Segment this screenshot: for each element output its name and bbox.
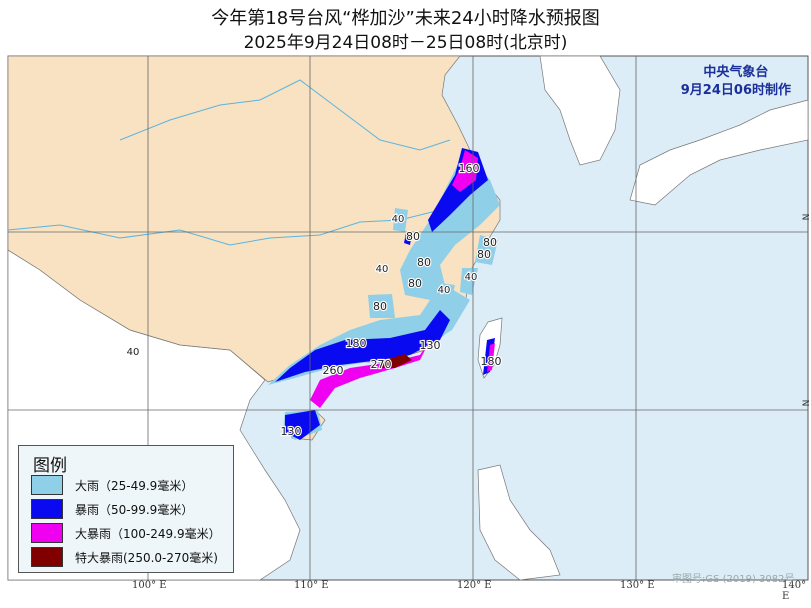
agency-stamp: 中央气象台 9月24日06时制作 [681, 64, 791, 100]
legend-label: 特大暴雨(250.0-270毫米) [75, 550, 218, 565]
issue-time: 9月24日06时制作 [680, 83, 791, 98]
rain-extreme-rainstorm-area [452, 150, 478, 192]
legend-swatch [31, 547, 63, 567]
rain-heavy-area [475, 235, 498, 265]
korea-land [539, 55, 621, 166]
lat-label-20n: N [799, 399, 810, 407]
rainfall-value-label: 270 [371, 358, 392, 371]
lat-label-30n: N [799, 213, 810, 221]
rain-heavy-area [432, 282, 455, 298]
rainfall-value-label: 180 [346, 337, 367, 350]
rain-extreme-rainstorm-area [487, 343, 495, 372]
rain-heavy-area [393, 208, 408, 232]
rain-heavy-area [460, 268, 478, 295]
agency-name: 中央气象台 [703, 65, 769, 80]
rainfall-value-label: 80 [373, 300, 387, 313]
approval-number: 审图号:GS (2019) 3082号 [672, 574, 795, 585]
rain-rainstorm-area [404, 233, 412, 245]
rainfall-value-label: 160 [459, 162, 480, 175]
rain-rainstorm-area [285, 410, 320, 440]
legend-swatch [31, 523, 63, 543]
rain-rainstorm-area [275, 310, 450, 382]
legend-swatch [31, 499, 63, 519]
rainfall-value-label: 130 [420, 339, 441, 352]
rainfall-value-label: 40 [376, 264, 389, 275]
legend-item-extreme-rainstorm: 特大暴雨(250.0-270毫米) [31, 546, 218, 568]
rainfall-value-label: 180 [481, 355, 502, 368]
graticule [8, 56, 808, 580]
rainfall-value-label: 80 [408, 277, 422, 290]
rainfall-value-label: 40 [392, 214, 405, 225]
rainfall-value-label: 40 [465, 272, 478, 283]
rainfall-value-label: 130 [281, 425, 302, 438]
japan-land [629, 99, 809, 206]
philippines-land [477, 464, 561, 581]
legend-label: 暴雨（50-99.9毫米） [75, 502, 194, 517]
lon-label-130e: 130° E [620, 580, 655, 591]
rainfall-value-label: 80 [417, 256, 431, 269]
rainfall-value-label: 80 [406, 230, 420, 243]
rainfall-value-label: 40 [438, 285, 451, 296]
lon-label-120e: 120° E [457, 580, 492, 591]
rainfall-value-label: 40 [127, 347, 140, 358]
rain-heavy-area [368, 294, 395, 318]
legend-swatch [31, 475, 63, 495]
rainfall-value-label: 80 [477, 248, 491, 261]
yangtze-river [7, 199, 481, 246]
legend-item-rainstorm: 暴雨（50-99.9毫米） [31, 498, 193, 520]
rain-super-rainstorm-area [382, 354, 412, 368]
legend-title: 图例 [33, 456, 67, 476]
yellow-river [119, 79, 451, 151]
map-subtitle: 2025年9月24日08时－25日08时(北京时) [243, 33, 568, 53]
map-title: 今年第18号台风“桦加沙”未来24小时降水预报图 [211, 8, 600, 29]
rain-extreme-rainstorm-area [310, 340, 430, 408]
rainfall-value-label: 260 [323, 364, 344, 377]
legend-item-heavy-rain: 大雨（25-49.9毫米） [31, 474, 193, 496]
legend-label: 大雨（25-49.9毫米） [75, 478, 194, 493]
lon-label-140e: 140° E [782, 580, 807, 602]
lon-label-110e: 110° E [294, 580, 329, 591]
legend: 图例 大雨（25-49.9毫米） 暴雨（50-99.9毫米） 大暴雨（100-2… [18, 445, 234, 573]
legend-label: 大暴雨（100-249.9毫米） [75, 526, 221, 541]
lon-label-100e: 100° E [132, 580, 167, 591]
rainfall-value-label: 80 [483, 236, 497, 249]
legend-item-heavy-rainstorm: 大暴雨（100-249.9毫米） [31, 522, 221, 544]
